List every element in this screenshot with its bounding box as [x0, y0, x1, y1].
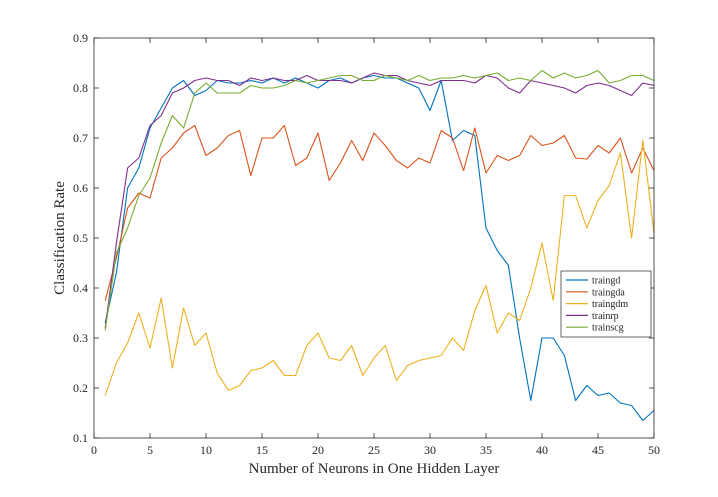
y-tick-label: 0.9: [73, 31, 88, 45]
series-line-traingd: [104, 74, 655, 422]
y-tick-label: 0.8: [73, 81, 88, 95]
tick-layer: 0 5 10 15 20 25 30 35 40 45 50 0.1 0.2 0.3 0.4 0.5 0.6 0.…: [73, 31, 660, 457]
legend-label-trainrp: trainrp: [592, 311, 619, 322]
legend-label-traingdm: traingdm: [592, 299, 628, 310]
y-axis-label: Classification Rate: [52, 181, 68, 295]
x-tick-label: 15: [256, 443, 268, 457]
y-tick-label: 0.3: [73, 331, 88, 345]
y-tick-label: 0.4: [73, 281, 88, 295]
x-tick-label: 45: [592, 443, 604, 457]
legend-label-traingd: traingd: [592, 276, 620, 287]
x-tick-label: 0: [91, 443, 97, 457]
x-tick-label: 30: [424, 443, 436, 457]
series-line-trainscg: [104, 69, 655, 331]
series-line-trainrp: [104, 72, 655, 329]
x-tick-label: 5: [147, 443, 153, 457]
x-tick-label: 50: [648, 443, 660, 457]
y-tick-label: 0.6: [73, 181, 88, 195]
y-tick-label: 0.5: [73, 231, 88, 245]
x-tick-label: 10: [200, 443, 212, 457]
x-tick-label: 40: [536, 443, 548, 457]
x-axis-label: Number of Neurons in One Hidden Layer: [249, 461, 500, 477]
y-tick-label: 0.7: [73, 131, 88, 145]
y-tick-label: 0.2: [73, 381, 88, 395]
legend-label-traingda: traingda: [592, 287, 625, 298]
series-layer: [104, 69, 655, 422]
x-tick-label: 35: [480, 443, 492, 457]
series-line-traingdm: [104, 139, 655, 396]
x-tick-label: 20: [312, 443, 324, 457]
plot-area: [94, 38, 654, 438]
series-line-traingda: [104, 124, 655, 301]
y-tick-label: 0.1: [73, 431, 88, 445]
legend-label-trainscg: trainscg: [592, 323, 624, 334]
x-tick-label: 25: [368, 443, 380, 457]
